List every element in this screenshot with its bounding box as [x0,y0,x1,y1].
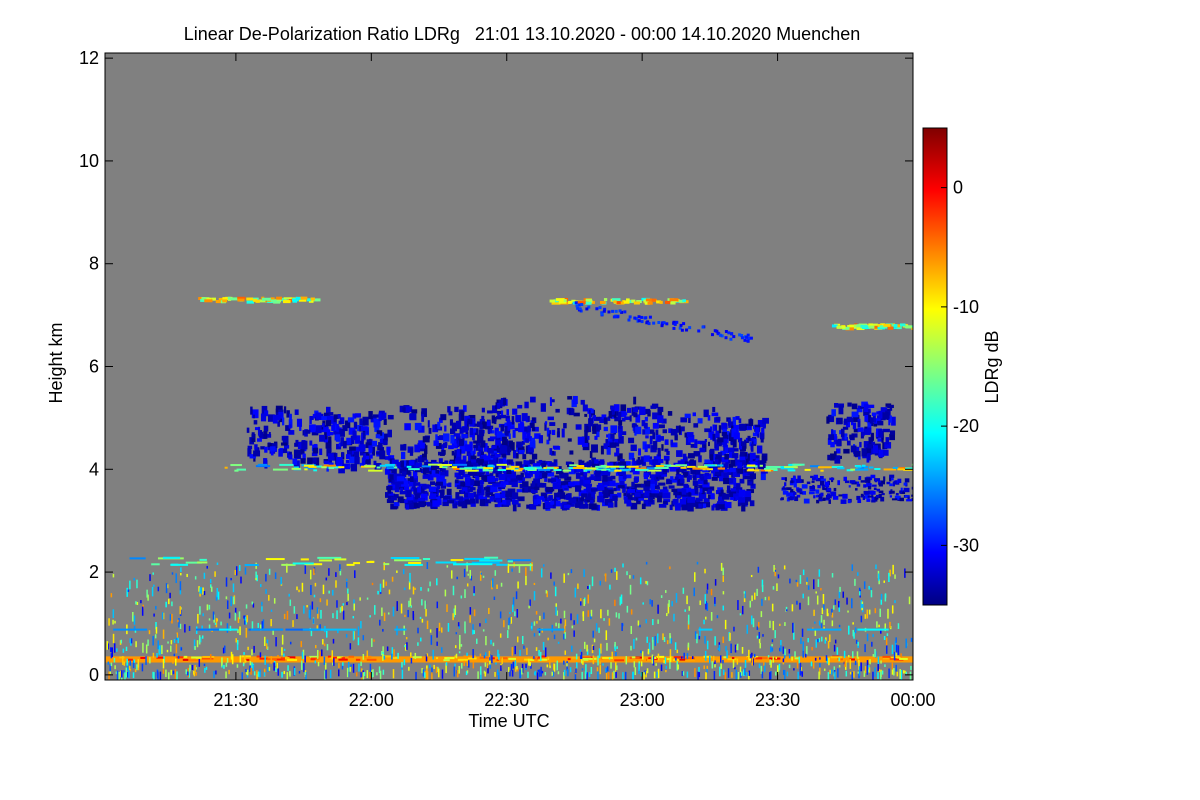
colorbar-tick-label: -30 [953,535,979,555]
y-tick-label: 12 [79,48,99,68]
feature-boundary-layer-speckle [106,561,913,680]
y-tick-label: 4 [89,459,99,479]
x-tick-label: 00:00 [890,690,935,710]
feature-midlevel-cloud [246,395,913,512]
y-tick-label: 10 [79,151,99,171]
colorbar [922,127,948,606]
x-tick-label: 21:30 [213,690,258,710]
colorbar-tick-label: 0 [953,178,963,198]
feature-cloud-top-band [224,463,913,472]
y-axis: 0 2 4 6 8 10 12 [79,48,913,685]
x-tick-label: 23:00 [620,690,665,710]
ldr-data-features [105,296,913,680]
x-axis: 21:30 22:00 22:30 23:00 23:30 00:00 [213,53,936,710]
colorbar-ticks: 0 -10 -20 -30 [941,178,979,555]
y-tick-label: 2 [89,562,99,582]
feature-cirrus-7km [198,296,913,343]
y-tick-label: 0 [89,665,99,685]
feature-aerosol-layer-2km [129,556,533,567]
x-axis-label: Time UTC [468,711,549,731]
x-tick-label: 22:30 [484,690,529,710]
x-tick-label: 22:00 [349,690,394,710]
x-tick-label: 23:30 [755,690,800,710]
colorbar-tick-label: -20 [953,416,979,436]
y-tick-label: 8 [89,254,99,274]
chart-title: Linear De-Polarization Ratio LDRg 21:01 … [184,24,860,44]
colorbar-tick-label: -10 [953,297,979,317]
y-tick-label: 6 [89,357,99,377]
colorbar-label: LDRg dB [982,330,1002,403]
y-axis-label: Height km [46,322,66,403]
